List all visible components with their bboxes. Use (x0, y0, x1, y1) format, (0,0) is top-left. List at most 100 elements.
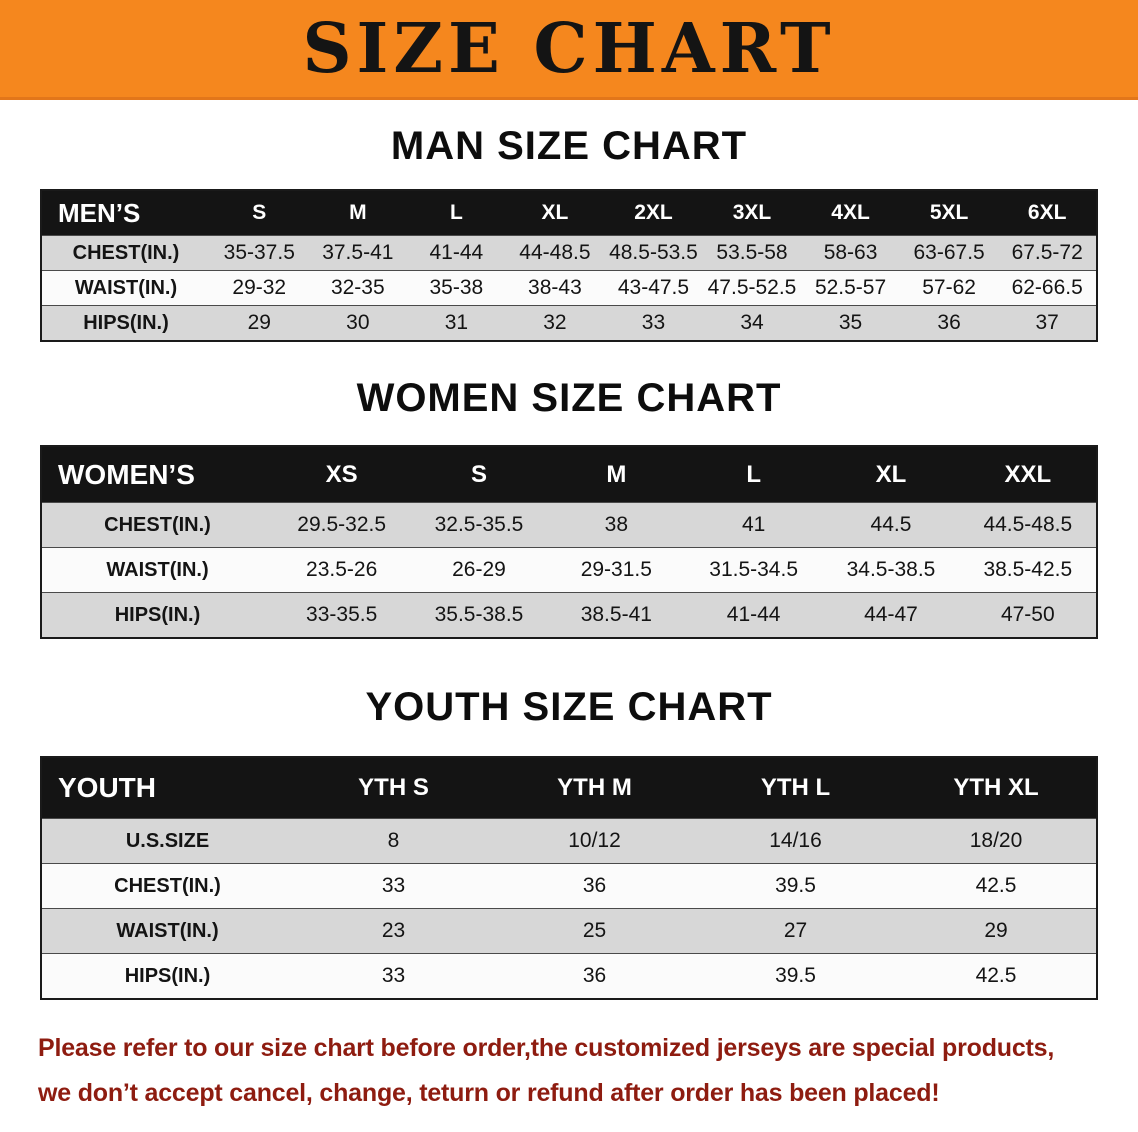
measurement-value: 29.5-32.5 (297, 513, 387, 536)
measurement-value: 44.5 (870, 513, 912, 536)
measurement-value: 27 (783, 919, 808, 942)
table-corner-label: WOMEN’S (58, 458, 195, 490)
measurement-value: 23.5-26 (306, 558, 378, 581)
size-column-header: YTH M (557, 774, 632, 801)
disclaimer-line-2: we don’t accept cancel, change, teturn o… (38, 1079, 940, 1107)
measurement-label: HIPS(IN.) (114, 603, 201, 626)
size-column-header: XS (325, 460, 358, 488)
size-column-header: S (252, 201, 267, 224)
measurement-row: WAIST(IN.) 23 25 27 29 (41, 908, 1097, 954)
measurement-value: 29 (984, 919, 1008, 942)
measurement-value: 8 (387, 829, 400, 852)
measurement-value: 32.5-35.5 (434, 513, 524, 536)
size-header-row: MEN’S S M L XL 2XL 3XL 4XL 5XL 6XL (41, 190, 1097, 236)
measurement-label: CHEST(IN.) (72, 241, 180, 264)
measurement-value: 67.5-72 (1011, 241, 1083, 264)
measurement-label: U.S.SIZE (125, 829, 210, 852)
measurement-value: 35-37.5 (223, 241, 295, 264)
youth-size-table: YOUTH YTH S YTH M YTH L YTH XL U.S.SIZE 8 10/12… (40, 756, 1098, 1000)
disclaimer: Please refer to our size chart before or… (38, 1026, 1138, 1116)
measurement-value: 23 (381, 919, 406, 942)
measurement-value: 43-47.5 (617, 276, 690, 299)
measurement-row: HIPS(IN.) 29 30 31 32 33 34 35 36 37 (41, 305, 1097, 341)
measurement-value: 33-35.5 (306, 603, 378, 626)
youth-size-chart-title: YOUTH SIZE CHART (365, 685, 773, 729)
size-column-header: 5XL (929, 201, 969, 224)
women-size-chart-title: WOMEN SIZE CHART (356, 376, 782, 420)
measurement-label: CHEST(IN.) (104, 513, 211, 536)
measurement-value: 29-31.5 (580, 558, 652, 581)
measurement-value: 33 (381, 964, 406, 987)
measurement-value: 36 (937, 311, 961, 334)
measurement-value: 32-35 (330, 276, 385, 299)
size-column-header: 2XL (634, 201, 673, 224)
measurement-value: 30 (346, 311, 370, 334)
measurement-value: 38 (604, 513, 628, 536)
size-chart-banner: SIZE CHART (0, 0, 1138, 100)
measurement-value: 31 (444, 311, 469, 334)
measurement-value: 42.5 (975, 874, 1017, 897)
measurement-value: 62-66.5 (1011, 276, 1083, 299)
men-size-table: MEN’S S M L XL 2XL 3XL 4XL 5XL 6XL CHEST(IN.) 35-37… (40, 189, 1098, 342)
measurement-value: 29-32 (232, 276, 287, 299)
size-column-header: YTH S (358, 774, 429, 801)
measurement-value: 44.5-48.5 (983, 513, 1073, 536)
measurement-row: HIPS(IN.) 33-35.5 35.5-38.5 38.5-41 41-44 44-… (41, 592, 1097, 638)
measurement-value: 25 (582, 919, 607, 942)
measurement-value: 41-44 (726, 603, 781, 626)
measurement-row: CHEST(IN.) 33 36 39.5 42.5 (41, 863, 1097, 909)
measurement-value: 26-29 (452, 558, 506, 581)
measurement-value: 44-48.5 (519, 241, 591, 264)
man-size-chart-title: MAN SIZE CHART (390, 124, 748, 168)
measurement-value: 57-62 (922, 276, 976, 299)
measurement-label: HIPS(IN.) (124, 964, 211, 987)
measurement-value: 52.5-57 (814, 276, 887, 299)
measurement-row: WAIST(IN.) 23.5-26 26-29 29-31.5 31.5-34.5 34… (41, 547, 1097, 593)
size-column-header: XL (541, 201, 569, 224)
measurement-value: 44-47 (864, 603, 918, 626)
measurement-value: 10/12 (568, 829, 621, 852)
disclaimer-line-1: Please refer to our size chart before or… (38, 1034, 1055, 1062)
measurement-value: 38.5-41 (580, 603, 652, 626)
measurement-value: 42.5 (975, 964, 1017, 987)
size-column-header: XL (875, 460, 907, 488)
banner-title: SIZE CHART (302, 8, 836, 89)
measurement-value: 14/16 (769, 829, 822, 852)
table-corner-label: MEN’S (58, 197, 141, 228)
measurement-row: CHEST(IN.) 29.5-32.5 32.5-35.5 38 41 44.5 44.5… (41, 502, 1097, 548)
measurement-value: 36 (582, 874, 607, 897)
measurement-value: 18/20 (969, 829, 1023, 852)
measurement-value: 31.5-34.5 (709, 558, 799, 581)
measurement-value: 33 (381, 874, 406, 897)
measurement-value: 41 (741, 513, 766, 536)
measurement-value: 38.5-42.5 (983, 558, 1073, 581)
measurement-value: 47.5-52.5 (707, 276, 797, 299)
size-column-header: 4XL (831, 201, 870, 224)
size-header-row: YOUTH YTH S YTH M YTH L YTH XL (41, 757, 1097, 819)
size-column-header: YTH L (760, 774, 831, 801)
measurement-value: 48.5-53.5 (609, 241, 698, 264)
measurement-label: HIPS(IN.) (83, 311, 169, 334)
size-column-header: 6XL (1027, 201, 1067, 224)
size-column-header: L (449, 201, 463, 224)
measurement-value: 35.5-38.5 (434, 603, 524, 626)
measurement-label: WAIST(IN.) (74, 276, 178, 299)
measurement-row: HIPS(IN.) 33 36 39.5 42.5 (41, 953, 1097, 999)
measurement-value: 39.5 (775, 964, 816, 987)
measurement-value: 63-67.5 (913, 241, 985, 264)
measurement-value: 34.5-38.5 (846, 558, 936, 581)
measurement-value: 33 (641, 311, 666, 334)
size-column-header: YTH XL (953, 774, 1039, 801)
measurement-label: WAIST(IN.) (116, 919, 219, 942)
measurement-value: 41-44 (429, 241, 484, 264)
measurement-value: 29 (247, 311, 271, 334)
measurement-row: U.S.SIZE 8 10/12 14/16 18/20 (41, 818, 1097, 864)
women-size-table: WOMEN’S XS S M L XL XXL CHEST(IN.) 29.5-32.5 32.5… (40, 445, 1098, 639)
measurement-value: 53.5-58 (716, 241, 788, 264)
measurement-value: 37.5-41 (322, 241, 394, 264)
measurement-label: WAIST(IN.) (106, 558, 209, 581)
measurement-value: 35 (838, 311, 863, 334)
size-column-header: L (746, 460, 761, 488)
measurement-value: 39.5 (775, 874, 816, 897)
size-column-header: S (470, 460, 487, 488)
